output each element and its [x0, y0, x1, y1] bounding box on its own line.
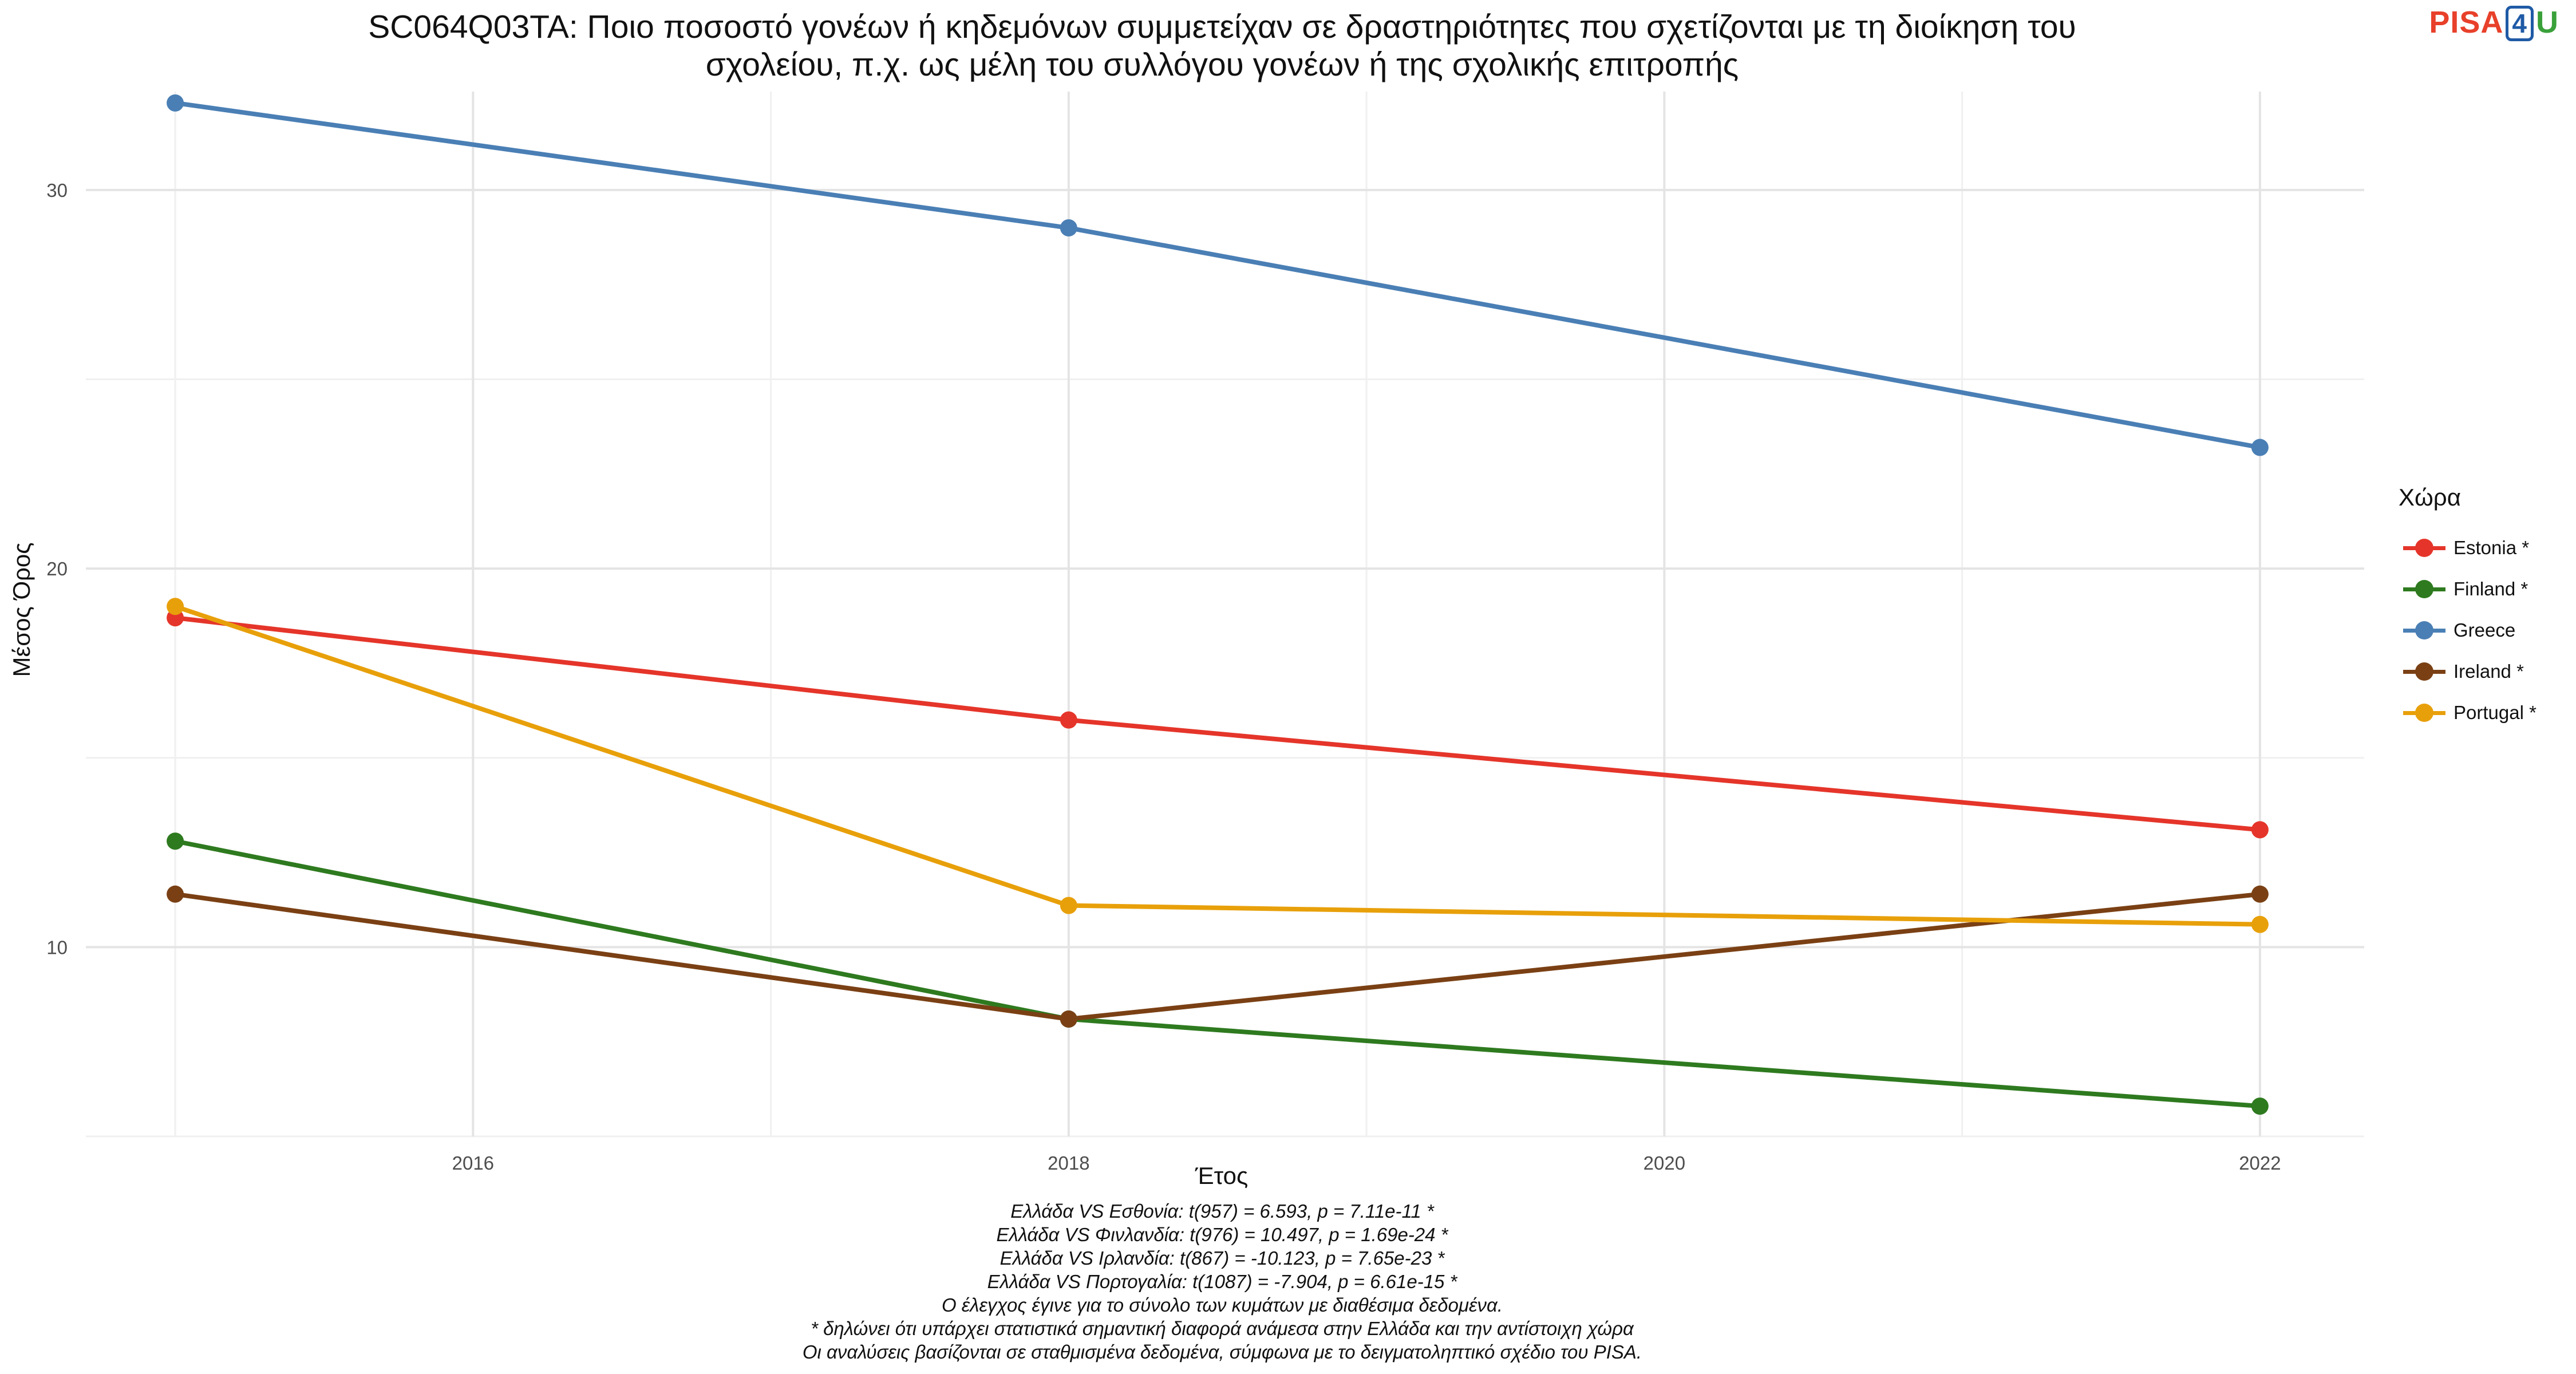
- legend-key-dot: [2415, 539, 2433, 557]
- chart-caption: Ελλάδα VS Εσθονία: t(957) = 6.593, p = 7…: [0, 1199, 2444, 1364]
- data-point: [1060, 711, 1077, 729]
- legend-key-dot: [2415, 704, 2433, 722]
- caption-line: Ελλάδα VS Ιρλανδία: t(867) = -10.123, p …: [999, 1247, 1445, 1269]
- legend-key-dot: [2415, 621, 2433, 639]
- data-point: [2251, 821, 2269, 839]
- legend-items: Estonia * Finland * Greece Ireland * Portuga…: [2399, 527, 2537, 733]
- legend-key: [2399, 701, 2450, 724]
- chart-title: SC064Q03TA: Ποιο ποσοστό γονέων ή κηδεμό…: [0, 8, 2444, 84]
- data-point: [167, 832, 184, 850]
- series-line: [175, 615, 2261, 832]
- legend-key: [2399, 660, 2450, 683]
- data-point: [167, 94, 184, 112]
- series-line: [175, 100, 2261, 450]
- logo-part-pisa: PISA: [2429, 5, 2504, 40]
- y-tick-label: 10: [46, 937, 68, 958]
- x-axis-label: Έτος: [1195, 1162, 1249, 1189]
- caption-line: * δηλώνει ότι υπάρχει στατιστικά σημαντι…: [811, 1318, 1634, 1339]
- legend: Χώρα Estonia * Finland * Greece Ireland * Po…: [2399, 484, 2537, 733]
- pisa4u-logo: PISA 4 U: [2429, 5, 2559, 41]
- data-point: [2251, 439, 2269, 456]
- legend-label: Portugal *: [2453, 702, 2537, 723]
- series-line: [175, 891, 2261, 1022]
- legend-key: [2399, 578, 2450, 601]
- logo-part-u: U: [2536, 5, 2559, 40]
- legend-key: [2399, 619, 2450, 642]
- caption-line: Οι αναλύσεις βασίζονται σε σταθμισμένα δ…: [802, 1341, 1642, 1363]
- legend-item: Finland *: [2399, 568, 2537, 610]
- data-point: [167, 598, 184, 615]
- minor-gridlines: [86, 92, 2364, 1138]
- legend-label: Ireland *: [2453, 661, 2524, 682]
- major-gridlines: [86, 92, 2364, 1136]
- x-tick-label: 2018: [1048, 1152, 1089, 1174]
- data-point: [167, 885, 184, 903]
- series-points: [167, 94, 2269, 1115]
- data-point: [1060, 897, 1077, 914]
- data-point: [1060, 1010, 1077, 1028]
- chart-title-line-2: σχολείου, π.χ. ως μέλη του συλλόγου γονέ…: [705, 46, 1739, 83]
- data-point: [2251, 915, 2269, 933]
- legend-key-dot: [2415, 580, 2433, 598]
- legend-item: Ireland *: [2399, 651, 2537, 692]
- legend-item: Greece: [2399, 610, 2537, 651]
- legend-title: Χώρα: [2399, 484, 2461, 511]
- legend-label: Estonia *: [2453, 537, 2530, 558]
- x-tick-label: 2022: [2239, 1152, 2281, 1174]
- caption-line: Ελλάδα VS Πορτογαλία: t(1087) = -7.904, …: [987, 1271, 1457, 1292]
- axis-ticks: 2016 2018 2020 2022 10 20 30: [46, 180, 2281, 1174]
- x-tick-label: 2020: [1643, 1152, 1685, 1174]
- legend-key-dot: [2415, 662, 2433, 681]
- series-lines: [174, 100, 2261, 1109]
- caption-line: Ελλάδα VS Φινλανδία: t(976) = 10.497, p …: [996, 1224, 1448, 1245]
- data-point: [2251, 1097, 2269, 1115]
- x-tick-label: 2016: [452, 1152, 494, 1174]
- y-tick-label: 30: [46, 180, 68, 201]
- data-point: [2251, 885, 2269, 903]
- legend-label: Finland *: [2453, 578, 2528, 599]
- chart-title-line-1: SC064Q03TA: Ποιο ποσοστό γονέων ή κηδεμό…: [368, 9, 2076, 45]
- logo-part-4: 4: [2506, 6, 2534, 41]
- legend-key: [2399, 536, 2450, 559]
- y-tick-label: 20: [46, 558, 68, 579]
- y-axis-label: Μέσος Όρος: [8, 543, 35, 677]
- legend-item: Estonia *: [2399, 527, 2537, 568]
- legend-item: Portugal *: [2399, 692, 2537, 733]
- legend-label: Greece: [2453, 619, 2516, 641]
- caption-line: Ο έλεγχος έγινε για το σύνολο των κυμάτω…: [941, 1294, 1503, 1316]
- caption-line: Ελλάδα VS Εσθονία: t(957) = 6.593, p = 7…: [1010, 1201, 1434, 1222]
- series-line: [175, 839, 2261, 1109]
- data-point: [1060, 219, 1077, 237]
